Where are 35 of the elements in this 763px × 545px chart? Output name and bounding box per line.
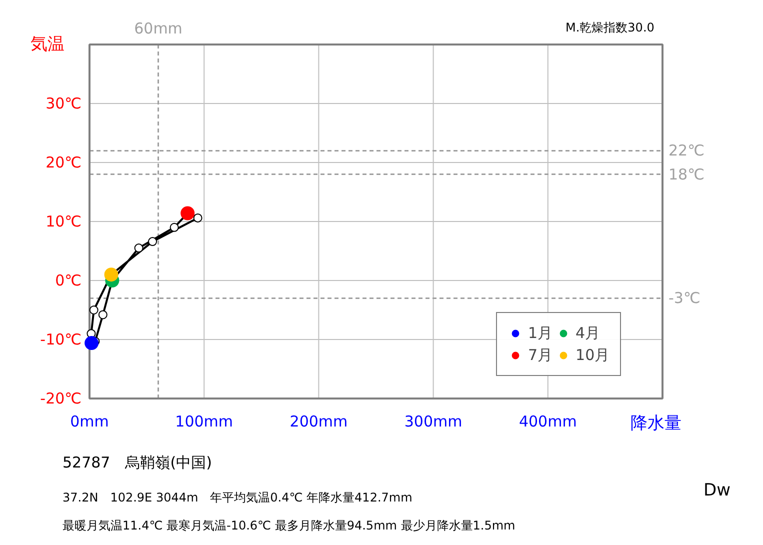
text: 37.2N 102.9E 3044m 年平均気温0.4℃ 年降水量412.7mm — [62, 490, 412, 504]
point — [89, 306, 98, 314]
y-tick-label: 20℃ — [46, 154, 82, 172]
point — [98, 310, 108, 320]
ref-line-label: 22℃ — [668, 142, 704, 160]
y-tick-label: 10℃ — [46, 212, 82, 230]
text: 52787 烏鞘嶺(中国) — [62, 454, 212, 472]
y-tick-label: 0℃ — [55, 272, 82, 290]
x-axis-title: 降水量 — [630, 414, 682, 434]
x-tick-label: 200mm — [290, 412, 348, 430]
point — [84, 336, 99, 350]
y-tick-label: -10℃ — [40, 330, 82, 348]
y-tick-label: -20℃ — [40, 390, 82, 408]
legend-label: 10月 — [576, 346, 610, 364]
legend-label: 1月 — [528, 324, 553, 342]
text: 最暖月気温11.4℃ 最寒月気温-10.6℃ 最多月降水量94.5mm 最少月降水量1.5mm — [62, 518, 516, 532]
ref-line-label: 18℃ — [668, 165, 704, 184]
point — [104, 268, 118, 282]
text: Dw — [704, 480, 731, 500]
point — [134, 244, 144, 253]
legend-label: 4月 — [576, 324, 600, 342]
y-tick-label: 30℃ — [46, 94, 82, 112]
x-tick-label: 400mm — [518, 412, 577, 430]
point — [148, 237, 158, 246]
point — [193, 213, 202, 222]
ref-line-label: 60mm — [134, 20, 182, 38]
legend-label: 7月 — [528, 346, 553, 364]
point — [170, 222, 179, 232]
x-tick-label: 0mm — [70, 412, 109, 430]
text: M.乾燥指数30.0 — [566, 20, 654, 34]
x-tick-label: 100mm — [175, 412, 234, 430]
y-axis-title: 気温 — [30, 34, 64, 54]
point — [180, 206, 195, 220]
ref-line-label: -3℃ — [668, 289, 700, 308]
x-tick-label: 300mm — [404, 412, 462, 430]
